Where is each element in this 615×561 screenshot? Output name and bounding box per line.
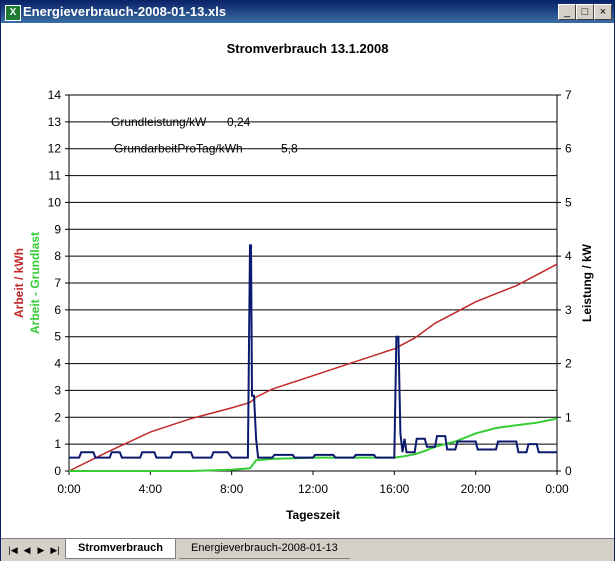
- annotation-value: 0,24: [227, 115, 251, 129]
- next-sheet-icon[interactable]: ▶: [37, 545, 45, 555]
- left-tick-label: 4: [54, 357, 61, 371]
- close-button[interactable]: ×: [594, 4, 612, 20]
- right-tick-label: 2: [565, 357, 572, 371]
- annotation-label: Grundleistung/kW: [111, 115, 207, 129]
- series-arbeit: [68, 263, 558, 472]
- right-tick-label: 5: [565, 195, 572, 209]
- left-tick-label: 2: [54, 410, 61, 424]
- x-tick-label: 20:00: [461, 482, 491, 496]
- x-tick-label: 0:00: [545, 482, 569, 496]
- left-tick-label: 7: [54, 276, 61, 290]
- right-tick-label: 1: [565, 410, 572, 424]
- left-tick-label: 11: [49, 169, 62, 183]
- right-axis-label: Leistung / kW: [580, 243, 594, 322]
- right-tick-label: 6: [565, 142, 572, 156]
- left-tick-label: 0: [54, 464, 61, 478]
- left-axis-label-grundlast: Arbeit - Grundlast: [28, 232, 42, 334]
- left-tick-label: 3: [54, 383, 61, 397]
- prev-sheet-icon[interactable]: ◀: [23, 545, 31, 555]
- annotation-label: GrundarbeitProTag/kWh: [114, 142, 243, 156]
- maximize-button[interactable]: □: [576, 4, 594, 20]
- left-tick-label: 8: [54, 249, 61, 263]
- chart-title: Stromverbrauch 13.1.2008: [226, 41, 389, 56]
- tab-energieverbrauch[interactable]: Energieverbrauch-2008-01-13: [179, 539, 350, 559]
- left-tick-label: 1: [54, 437, 61, 451]
- left-tick-label: 12: [48, 142, 62, 156]
- minimize-button[interactable]: _: [558, 4, 576, 20]
- tab-stromverbrauch[interactable]: Stromverbrauch: [65, 539, 176, 559]
- right-tick-label: 0: [565, 464, 572, 478]
- last-sheet-icon[interactable]: ▶|: [50, 545, 60, 555]
- right-tick-label: 3: [565, 303, 572, 317]
- series-leistung: [69, 244, 557, 459]
- left-axis-label-arbeit: Arbeit / kWh: [12, 248, 26, 318]
- right-tick-label: 7: [565, 88, 572, 102]
- x-tick-label: 16:00: [379, 482, 409, 496]
- left-tick-label: 9: [54, 222, 61, 236]
- left-tick-label: 13: [48, 115, 62, 129]
- sheet-tab-bar: |◀ ◀ ▶ ▶| Stromverbrauch Energieverbrauc…: [1, 538, 614, 561]
- x-tick-label: 8:00: [220, 482, 244, 496]
- right-tick-label: 4: [565, 249, 572, 263]
- x-tick-label: 4:00: [139, 482, 163, 496]
- x-axis-label: Tageszeit: [286, 508, 340, 522]
- excel-icon[interactable]: X: [5, 5, 21, 21]
- left-tick-label: 14: [48, 88, 62, 102]
- left-tick-label: 6: [54, 303, 61, 317]
- left-tick-label: 5: [54, 330, 61, 344]
- title-bar[interactable]: X Energieverbrauch-2008-01-13.xls _ □ ×: [1, 1, 614, 23]
- left-tick-label: 10: [48, 195, 62, 209]
- x-tick-label: 0:00: [57, 482, 81, 496]
- x-tick-label: 12:00: [298, 482, 328, 496]
- window-title: Energieverbrauch-2008-01-13.xls: [23, 4, 227, 19]
- first-sheet-icon[interactable]: |◀: [8, 545, 18, 555]
- annotation-value: 5,8: [281, 142, 298, 156]
- chart-area[interactable]: Stromverbrauch 13.1.2008 0 1 2 3 4 5 6 7 8 9 10 11 1…: [1, 23, 614, 538]
